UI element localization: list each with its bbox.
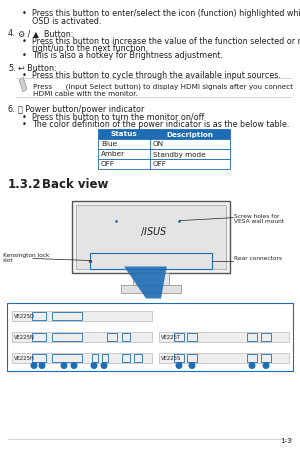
Polygon shape: [124, 267, 167, 299]
Text: ⏻ Power button/power indicator: ⏻ Power button/power indicator: [18, 105, 144, 114]
Bar: [261, 333, 271, 341]
Bar: [52, 354, 82, 362]
Text: •: •: [22, 9, 27, 18]
Bar: [107, 333, 117, 341]
Bar: [32, 354, 46, 362]
Text: •: •: [22, 51, 27, 60]
Text: right/up to the next function.: right/up to the next function.: [32, 44, 148, 53]
Polygon shape: [19, 78, 27, 93]
Text: Standby mode: Standby mode: [153, 151, 206, 157]
Bar: [32, 333, 46, 341]
Circle shape: [91, 363, 97, 368]
Text: slot: slot: [3, 258, 13, 263]
Bar: [159, 332, 289, 342]
Bar: [174, 333, 184, 341]
Text: Amber: Amber: [101, 151, 125, 157]
Text: 5.: 5.: [8, 64, 16, 73]
Text: Back view: Back view: [42, 177, 108, 190]
Bar: [133, 273, 169, 285]
Text: Press      (Input Select button) to display HDMI signals after you connect: Press (Input Select button) to display H…: [33, 83, 293, 89]
Bar: [12, 332, 152, 342]
Bar: [187, 354, 197, 362]
Circle shape: [176, 363, 182, 368]
Bar: [102, 354, 108, 362]
Bar: [121, 285, 181, 293]
Text: OFF: OFF: [153, 161, 167, 167]
Bar: [187, 333, 197, 341]
Text: OSD is activated.: OSD is activated.: [32, 17, 101, 25]
Text: Rear connectors: Rear connectors: [234, 255, 282, 260]
Bar: [98, 129, 230, 139]
Text: VE225H: VE225H: [14, 355, 35, 360]
Circle shape: [263, 363, 269, 368]
Circle shape: [249, 363, 255, 368]
Bar: [12, 353, 152, 363]
Bar: [174, 354, 184, 362]
Text: Blue: Blue: [101, 141, 117, 147]
Bar: [90, 253, 212, 269]
Text: VESA wall mount: VESA wall mount: [234, 219, 284, 224]
Text: ⚙ / ▲  Button:: ⚙ / ▲ Button:: [18, 29, 74, 38]
Text: Kensington lock: Kensington lock: [3, 252, 50, 257]
Text: Press this button to turn the monitor on/off: Press this button to turn the monitor on…: [32, 112, 204, 121]
Bar: [98, 139, 230, 149]
Text: VE225T: VE225T: [161, 334, 181, 339]
Circle shape: [189, 363, 195, 368]
Bar: [122, 354, 130, 362]
Bar: [98, 149, 230, 159]
Text: Description: Description: [167, 131, 214, 137]
Text: Press this button to increase the value of the function selected or move: Press this button to increase the value …: [32, 37, 300, 46]
Bar: [52, 312, 82, 320]
Circle shape: [71, 363, 77, 368]
Circle shape: [31, 363, 37, 368]
Text: This is also a hotkey for Brightness adjustment.: This is also a hotkey for Brightness adj…: [32, 51, 223, 60]
Text: VE225S: VE225S: [161, 355, 182, 360]
Text: $\it{/ISUS}$: $\it{/ISUS}$: [140, 225, 168, 238]
Text: HDMI cable with the monitor.: HDMI cable with the monitor.: [33, 90, 138, 96]
Bar: [32, 312, 46, 320]
Circle shape: [39, 363, 45, 368]
Bar: [134, 354, 142, 362]
Bar: [247, 354, 257, 362]
Text: 6.: 6.: [8, 105, 16, 114]
Text: 1-3: 1-3: [280, 437, 292, 443]
Text: ↩ Button:: ↩ Button:: [18, 64, 57, 73]
Bar: [7, 303, 293, 371]
Text: The color definition of the power indicator is as the below table.: The color definition of the power indica…: [32, 120, 290, 129]
Text: 4.: 4.: [8, 29, 16, 38]
Text: Press this button to cycle through the available input sources.: Press this button to cycle through the a…: [32, 71, 281, 80]
Text: VE225N: VE225N: [14, 334, 35, 339]
Bar: [122, 333, 130, 341]
Bar: [98, 159, 230, 169]
Text: •: •: [22, 71, 27, 80]
Text: OFF: OFF: [101, 161, 115, 167]
Bar: [92, 354, 98, 362]
Bar: [247, 333, 257, 341]
Bar: [261, 354, 271, 362]
Text: •: •: [22, 120, 27, 129]
Text: •: •: [22, 37, 27, 46]
Text: Screw holes for: Screw holes for: [234, 213, 279, 218]
Text: •: •: [22, 112, 27, 121]
Bar: [72, 201, 230, 273]
Text: ON: ON: [153, 141, 164, 147]
Bar: [52, 333, 82, 341]
Circle shape: [61, 363, 67, 368]
Text: Status: Status: [111, 131, 137, 137]
Text: Press this button to enter/select the icon (function) highlighted while the: Press this button to enter/select the ic…: [32, 9, 300, 18]
Circle shape: [101, 363, 107, 368]
Bar: [12, 311, 152, 321]
Bar: [159, 353, 289, 363]
Text: VE225D: VE225D: [14, 313, 35, 318]
Text: 1.3.2: 1.3.2: [8, 177, 42, 190]
Bar: [76, 205, 226, 269]
